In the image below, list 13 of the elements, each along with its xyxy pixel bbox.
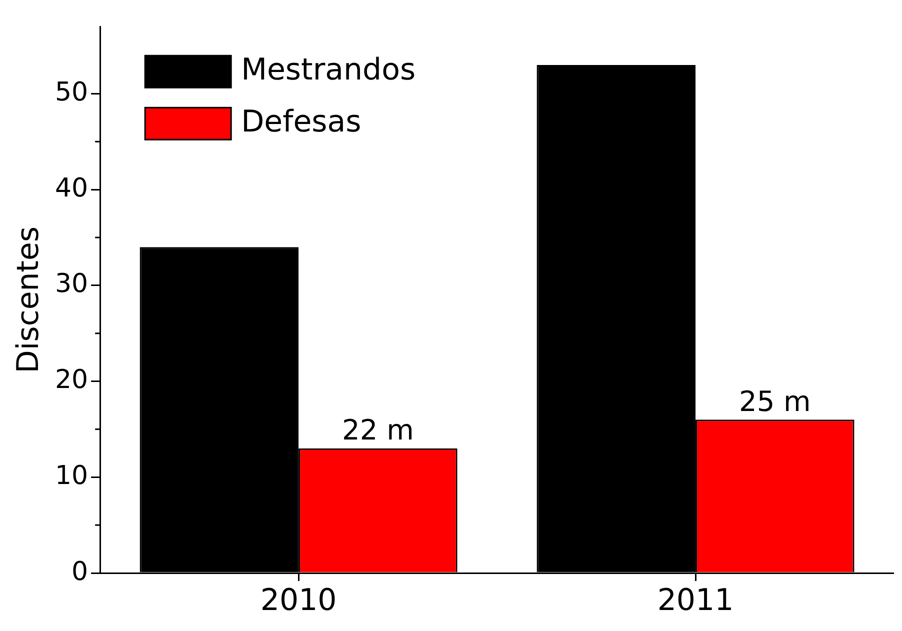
y-tick-label: 40 [54,173,88,204]
legend-label: Mestrandos [241,52,416,88]
legend-label: Defesas [241,104,362,140]
annotation: 22 m [342,414,414,447]
y-tick-label: 10 [54,460,88,491]
y-tick-label: 0 [72,556,88,587]
annotation: 25 m [739,384,811,418]
x-tick-label: 2010 [260,582,337,618]
y-axis-title: Discentes [10,226,46,374]
x-tick-label: 2011 [657,582,734,618]
y-tick-label: 30 [54,269,88,300]
y-tick-label: 50 [54,77,88,108]
y-tick-label: 20 [54,365,88,396]
